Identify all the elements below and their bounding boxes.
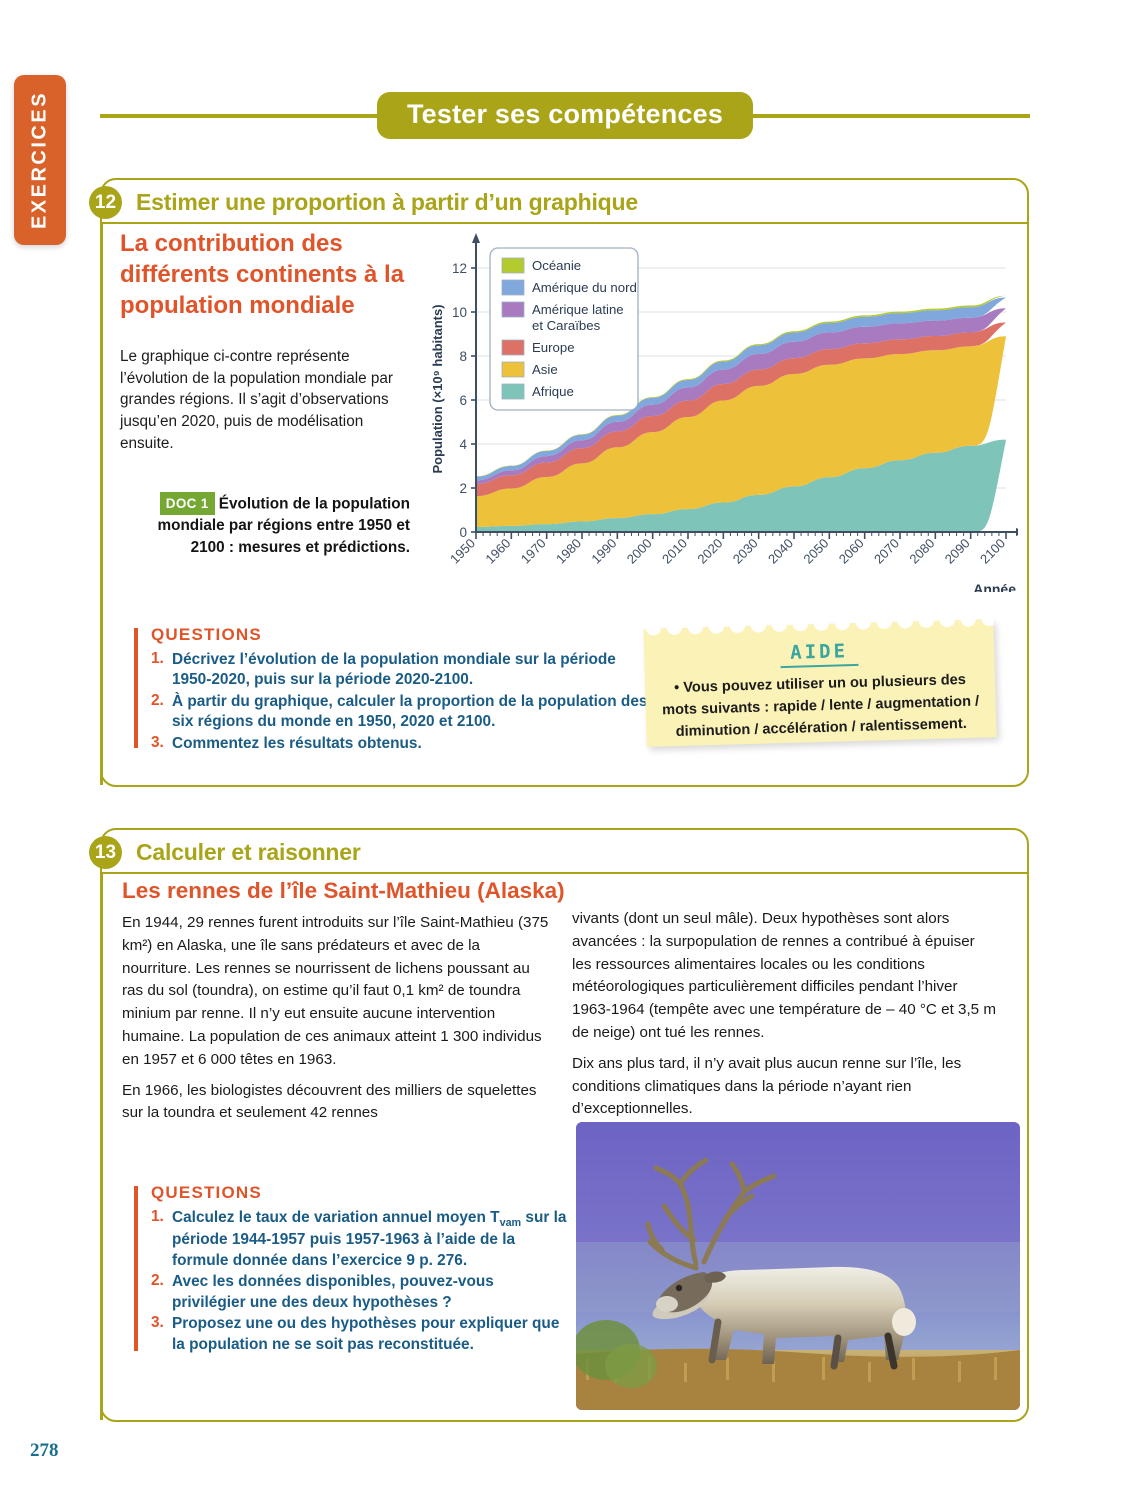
svg-text:2050: 2050 xyxy=(800,536,831,567)
exercise-13-header: 13 Calculer et raisonner xyxy=(89,830,1027,874)
questions-accent-bar-13 xyxy=(134,1186,138,1351)
exercise-12-accent-bar xyxy=(100,224,103,785)
exercise-13-accent-bar xyxy=(100,874,103,1420)
svg-text:6: 6 xyxy=(459,393,467,408)
svg-text:Amérique du nord: Amérique du nord xyxy=(532,280,637,295)
question-item: 3. Commentez les résultats obtenus. xyxy=(151,734,651,754)
exercise-12-header: 12 Estimer une proportion à partir d’un … xyxy=(89,180,1027,224)
svg-text:2060: 2060 xyxy=(836,536,867,567)
question-number: 1. xyxy=(151,1208,164,1225)
section-banner: Tester ses compétences xyxy=(100,92,1030,139)
svg-text:Afrique: Afrique xyxy=(532,384,574,399)
exercise-12-number: 12 xyxy=(89,186,122,219)
svg-text:Population (×10⁹ habitants): Population (×10⁹ habitants) xyxy=(430,304,445,473)
exercise-12-lead-title: La contribution des différents continent… xyxy=(120,230,405,320)
exercices-side-tab: EXERCICES xyxy=(14,75,66,245)
svg-text:Asie: Asie xyxy=(532,362,558,377)
aide-text: • Vous pouvez utiliser un ou plusieurs d… xyxy=(661,671,980,740)
question-number: 2. xyxy=(151,1272,164,1290)
svg-text:2080: 2080 xyxy=(906,536,937,567)
doc-1-caption: DOC 1 Évolution de la population mondial… xyxy=(120,492,410,559)
exercise-13-body-right: vivants (dont un seul mâle). Deux hypoth… xyxy=(572,908,997,1129)
exercise-13-questions: QUESTIONS 1. Calculez le taux de variatio… xyxy=(134,1183,566,1353)
aide-underline xyxy=(780,663,859,669)
body-left-p1: En 1944, 29 rennes furent introduits sur… xyxy=(122,914,549,1068)
svg-text:1970: 1970 xyxy=(518,536,549,567)
page-number: 278 xyxy=(30,1440,59,1461)
svg-text:1960: 1960 xyxy=(482,536,513,567)
svg-text:2000: 2000 xyxy=(624,536,655,567)
svg-text:2090: 2090 xyxy=(942,536,973,567)
doc-1-caption-text: Évolution de la population mondiale par … xyxy=(157,495,411,556)
svg-text:12: 12 xyxy=(452,261,467,276)
svg-text:8: 8 xyxy=(459,349,467,364)
question-item: 1. Calculez le taux de variation annuel m… xyxy=(151,1208,571,1271)
reindeer-photo-svg xyxy=(576,1122,1020,1410)
question-text: Commentez les résultats obtenus. xyxy=(172,734,422,752)
question-number: 3. xyxy=(151,1314,164,1332)
body-right-p1: vivants (dont un seul mâle). Deux hypoth… xyxy=(572,910,996,1041)
question-text: Décrivez l’évolution de la population mo… xyxy=(172,651,616,689)
questions-heading-12: QUESTIONS xyxy=(151,625,262,644)
question-number: 2. xyxy=(151,691,164,709)
svg-text:et Caraïbes: et Caraïbes xyxy=(532,318,601,333)
svg-text:2: 2 xyxy=(459,481,467,496)
question-item: 2. À partir du graphique, calculer la pro… xyxy=(151,692,651,733)
questions-list-13: 1. Calculez le taux de variation annuel m… xyxy=(151,1208,571,1356)
questions-list-12: 1. Décrivez l’évolution de la population … xyxy=(151,650,651,755)
side-tab-label: EXERCICES xyxy=(28,90,51,230)
body-left-p2: En 1966, les biologistes découvrent des … xyxy=(122,1081,537,1122)
question-number: 3. xyxy=(151,733,164,751)
exercise-13-number: 13 xyxy=(89,836,122,869)
question-text: Calculez le taux de variation annuel moy… xyxy=(172,1209,567,1269)
svg-text:Océanie: Océanie xyxy=(532,258,581,273)
svg-text:1950: 1950 xyxy=(447,536,478,567)
question-item: 2. Avec les données disponibles, pouvez-v… xyxy=(151,1272,571,1313)
svg-text:Année: Année xyxy=(973,581,1016,592)
aide-title: AIDE xyxy=(789,640,849,664)
exercise-12-lead-body: Le graphique ci-contre représente l’évol… xyxy=(120,348,393,452)
question-text: Avec les données disponibles, pouvez-vou… xyxy=(172,1273,494,1311)
question-number: 1. xyxy=(151,650,164,667)
exercise-12-title: Estimer une proportion à partir d’un gra… xyxy=(136,189,638,215)
svg-text:2100: 2100 xyxy=(977,536,1008,567)
exercise-13-subtitle: Les rennes de l’île Saint-Mathieu (Alask… xyxy=(122,878,565,903)
aide-note: AIDE • Vous pouvez utiliser un ou plusie… xyxy=(643,618,997,747)
svg-text:2030: 2030 xyxy=(730,536,761,567)
questions-heading-13: QUESTIONS xyxy=(151,1183,262,1202)
reindeer-photo xyxy=(576,1122,1020,1410)
svg-text:2040: 2040 xyxy=(765,536,796,567)
question-text: Proposez une ou des hypothèses pour expl… xyxy=(172,1315,560,1353)
svg-text:10: 10 xyxy=(452,305,467,320)
svg-text:1990: 1990 xyxy=(588,536,619,567)
svg-text:2070: 2070 xyxy=(871,536,902,567)
svg-text:Amérique latine: Amérique latine xyxy=(532,302,624,317)
population-area-chart: 0 2 4 6 8 10 12 1950 1960 1970 1980 1990 2000 2010 202… xyxy=(428,232,1026,597)
svg-text:0: 0 xyxy=(459,525,467,540)
banner-title: Tester ses compétences xyxy=(376,92,754,139)
svg-text:2020: 2020 xyxy=(694,536,725,567)
svg-text:2010: 2010 xyxy=(659,536,690,567)
svg-text:1980: 1980 xyxy=(553,536,584,567)
svg-text:4: 4 xyxy=(459,437,467,452)
chart-svg: 0 2 4 6 8 10 12 1950 1960 1970 1980 1990 2000 2010 202… xyxy=(430,233,1026,597)
question-item: 3. Proposez une ou des hypothèses pour ex… xyxy=(151,1314,571,1355)
question-item: 1. Décrivez l’évolution de la population … xyxy=(151,650,651,691)
exercise-12-questions: QUESTIONS 1. Décrivez l’évolution de la p… xyxy=(134,625,647,752)
exercise-13-body-left: En 1944, 29 rennes furent introduits sur… xyxy=(122,912,552,1133)
question-text: À partir du graphique, calculer la propo… xyxy=(172,692,648,731)
doc-1-badge: DOC 1 xyxy=(159,492,215,515)
questions-accent-bar xyxy=(134,628,138,748)
body-right-p2: Dix ans plus tard, il n’y avait plus auc… xyxy=(572,1054,962,1118)
svg-text:Europe: Europe xyxy=(532,340,575,355)
exercise-13-title: Calculer et raisonner xyxy=(136,839,361,865)
